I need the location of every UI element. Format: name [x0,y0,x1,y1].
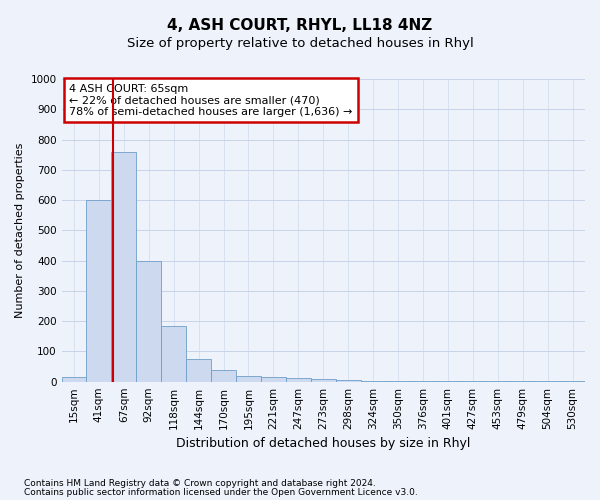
Y-axis label: Number of detached properties: Number of detached properties [15,142,25,318]
Text: Size of property relative to detached houses in Rhyl: Size of property relative to detached ho… [127,38,473,51]
Bar [361,381,386,382]
Bar [86,200,112,382]
Bar [161,326,186,382]
Text: 4 ASH COURT: 65sqm
← 22% of detached houses are smaller (470)
78% of semi-detach: 4 ASH COURT: 65sqm ← 22% of detached hou… [70,84,353,116]
Bar [112,152,136,382]
Text: Contains public sector information licensed under the Open Government Licence v3: Contains public sector information licen… [24,488,418,497]
Bar [311,380,336,382]
Text: Contains HM Land Registry data © Crown copyright and database right 2024.: Contains HM Land Registry data © Crown c… [24,479,376,488]
Bar [62,377,86,382]
Bar [136,260,161,382]
Text: 4, ASH COURT, RHYL, LL18 4NZ: 4, ASH COURT, RHYL, LL18 4NZ [167,18,433,32]
Bar [186,359,211,382]
Bar [386,381,410,382]
Bar [436,381,460,382]
Bar [236,376,261,382]
Bar [261,378,286,382]
X-axis label: Distribution of detached houses by size in Rhyl: Distribution of detached houses by size … [176,437,470,450]
Bar [336,380,361,382]
Bar [410,381,436,382]
Bar [286,378,311,382]
Bar [211,370,236,382]
